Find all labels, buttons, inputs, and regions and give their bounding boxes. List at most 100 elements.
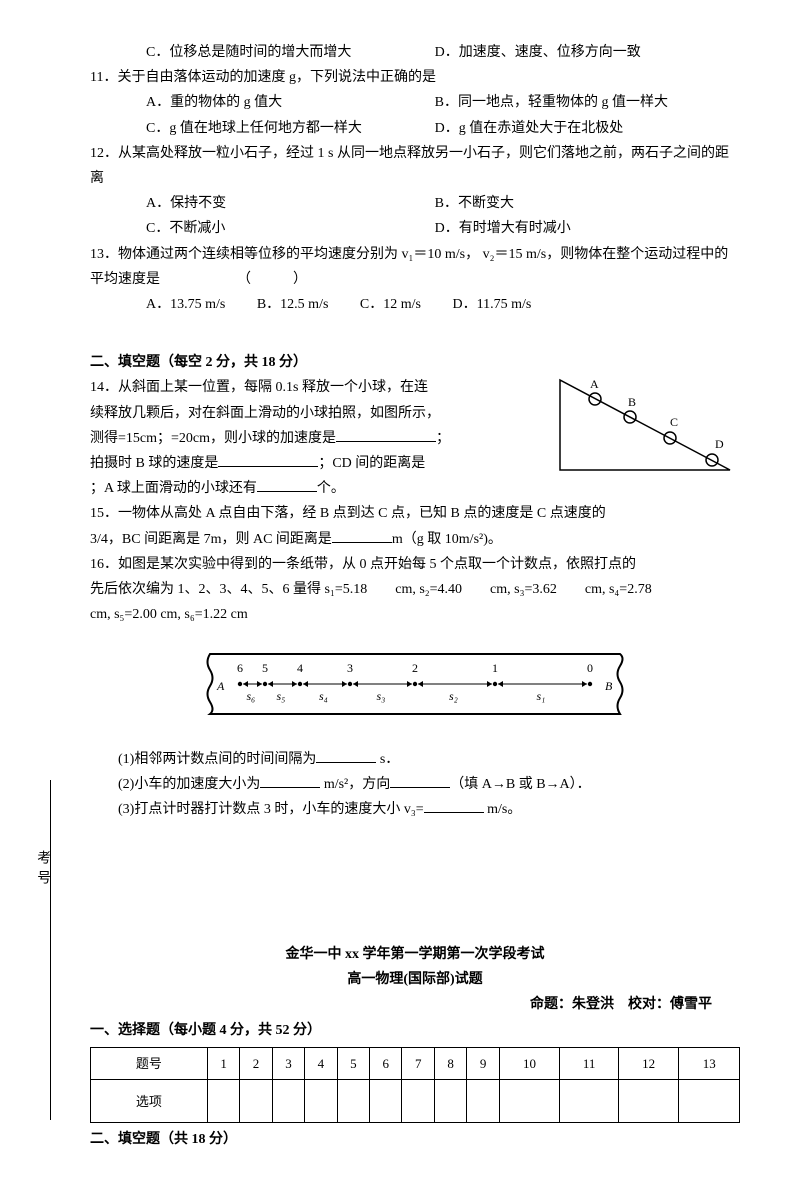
svg-text:s₆: s₆: [247, 689, 256, 703]
answer-table: 题号 12345678910111213 选项: [90, 1047, 740, 1123]
q11-opt-a: A．重的物体的 g 值大: [146, 90, 431, 115]
blank-field[interactable]: [336, 427, 436, 442]
footer-sec2: 二、填空题（共 18 分）: [90, 1127, 740, 1152]
q10-opt-d: D．加速度、速度、位移方向一致: [435, 40, 720, 65]
q12-opt-b: B．不断变大: [435, 191, 720, 216]
answer-cell[interactable]: [618, 1080, 679, 1123]
svg-text:3: 3: [347, 661, 353, 675]
q11-stem: 11．关于自由落体运动的加速度 g，下列说法中正确的是: [90, 65, 740, 90]
tri-label-a: A: [590, 377, 599, 391]
q11-opt-c: C．g 值在地球上任何地方都一样大: [146, 116, 431, 141]
q16-sub3: (3)打点计时器打计数点 3 时，小车的速度大小 v₃= m/s。: [90, 797, 740, 822]
q11-options-row1: A．重的物体的 g 值大 B．同一地点，轻重物体的 g 值一样大: [146, 90, 740, 115]
svg-text:s₂: s₂: [449, 689, 458, 703]
q16-sub3b: m/s。: [484, 802, 522, 817]
q11-options-row2: C．g 值在地球上任何地方都一样大 D．g 值在赤道处大于在北极处: [146, 116, 740, 141]
q12-opt-c: C．不断减小: [146, 216, 431, 241]
blank-field[interactable]: [260, 773, 320, 788]
blank-field[interactable]: [390, 773, 450, 788]
answer-cell[interactable]: [337, 1080, 369, 1123]
q12-opt-d: D．有时增大有时减小: [435, 216, 720, 241]
svg-text:4: 4: [297, 661, 303, 675]
q15-line2: 3/4，BC 间距离是 7m，则 AC 间距离是m（g 取 10m/s²)。: [90, 527, 740, 552]
answer-cell[interactable]: [402, 1080, 434, 1123]
q11-opt-b: B．同一地点，轻重物体的 g 值一样大: [435, 90, 720, 115]
svg-text:s₃: s₃: [377, 689, 386, 703]
answer-col-num: 13: [679, 1047, 740, 1079]
answer-cell[interactable]: [207, 1080, 239, 1123]
q16-sub2a: (2)小车的加速度大小为: [118, 777, 260, 792]
side-label: 考号: [30, 850, 55, 890]
footer-title2: 高一物理(国际部)试题: [90, 967, 740, 992]
q12-options-row1: A．保持不变 B．不断变大: [146, 191, 740, 216]
answer-col-num: 8: [434, 1047, 466, 1079]
tape-left: A: [216, 679, 225, 693]
answer-cell[interactable]: [467, 1080, 499, 1123]
blank-field[interactable]: [332, 528, 392, 543]
tri-label-d: D: [715, 437, 724, 451]
answer-cell[interactable]: [499, 1080, 560, 1123]
blank-field[interactable]: [424, 798, 484, 813]
q13-opt-b: B．12.5 m/s: [257, 292, 329, 317]
footer-author: 命题：朱登洪 校对：傅雪平: [90, 992, 740, 1017]
svg-text:s₅: s₅: [277, 689, 286, 703]
q16-line1: 16．如图是某次实验中得到的一条纸带，从 0 点开始每 5 个点取一个计数点，依…: [90, 552, 740, 577]
blank-field[interactable]: [218, 452, 318, 467]
answer-cell[interactable]: [370, 1080, 402, 1123]
q16-sub2c: （填 A→B 或 B→A）．: [450, 777, 590, 792]
q16-sub1a: (1)相邻两计数点间的时间间隔为: [118, 752, 316, 767]
answer-col-num: 9: [467, 1047, 499, 1079]
svg-text:0: 0: [587, 661, 593, 675]
q13-options: A．13.75 m/s B．12.5 m/s C．12 m/s D．11.75 …: [146, 292, 740, 317]
tape-figure: A B 65s₆4s₅3s₄2s₃1s₂0s₁: [90, 642, 740, 731]
svg-text:1: 1: [492, 661, 498, 675]
answer-col-num: 10: [499, 1047, 560, 1079]
q13-opt-d: D．11.75 m/s: [453, 292, 532, 317]
svg-text:s₄: s₄: [319, 689, 328, 703]
q15-line2a: 3/4，BC 间距离是 7m，则 AC 间距离是: [90, 532, 332, 547]
q13-opt-c: C．12 m/s: [360, 292, 421, 317]
triangle-figure: A B C D: [540, 370, 740, 489]
footer-sec1: 一、选择题（每小题 4 分，共 52 分）: [90, 1018, 740, 1043]
q16-line2: 先后依次编为 1、2、3、4、5、6 量得 s₁=5.18 cm, s₂=4.4…: [90, 577, 740, 602]
q14-line5b: 个。: [317, 481, 345, 496]
row-label-2: 选项: [91, 1080, 208, 1123]
q16-sub1b: s．: [376, 752, 399, 767]
q14-line4a: 拍摄时 B 球的速度是: [90, 456, 218, 471]
q13-stem: 13．物体通过两个连续相等位移的平均速度分别为 v₁＝10 m/s， v₂＝15…: [90, 242, 740, 292]
tri-label-b: B: [628, 395, 636, 409]
q15-line1: 15．一物体从高处 A 点自由下落，经 B 点到达 C 点，已知 B 点的速度是…: [90, 501, 740, 526]
answer-col-num: 2: [240, 1047, 272, 1079]
q10-opt-c: C．位移总是随时间的增大而增大: [146, 40, 431, 65]
q14-line5a: ；A 球上面滑动的小球还有: [90, 481, 257, 496]
answer-col-num: 6: [370, 1047, 402, 1079]
tape-right: B: [605, 679, 613, 693]
q12-options-row2: C．不断减小 D．有时增大有时减小: [146, 216, 740, 241]
q16-sub2b: m/s²，方向: [320, 777, 390, 792]
answer-cell[interactable]: [679, 1080, 740, 1123]
footer-title1: 金华一中 xx 学年第一学期第一次学段考试: [90, 942, 740, 967]
svg-text:6: 6: [237, 661, 243, 675]
answer-cell[interactable]: [272, 1080, 304, 1123]
blank-field[interactable]: [257, 477, 317, 492]
blank-field[interactable]: [316, 748, 376, 763]
answer-cell[interactable]: [240, 1080, 272, 1123]
row-label-1: 题号: [91, 1047, 208, 1079]
q12-stem: 12．从某高处释放一粒小石子，经过 1 s 从同一地点释放另一小石子，则它们落地…: [90, 141, 740, 191]
q13-opt-a: A．13.75 m/s: [146, 292, 225, 317]
q14-line3b: ；: [436, 431, 450, 446]
answer-cell[interactable]: [560, 1080, 619, 1123]
answer-col-num: 7: [402, 1047, 434, 1079]
answer-col-num: 3: [272, 1047, 304, 1079]
answer-col-num: 11: [560, 1047, 619, 1079]
answer-col-num: 4: [305, 1047, 337, 1079]
binding-line: [50, 780, 52, 1120]
answer-cell[interactable]: [434, 1080, 466, 1123]
svg-text:s₁: s₁: [537, 689, 546, 703]
answer-cell[interactable]: [305, 1080, 337, 1123]
q14-line4b: ；CD 间的距离是: [318, 456, 425, 471]
q16-sub1: (1)相邻两计数点间的时间间隔为 s．: [90, 747, 740, 772]
q16-line3: cm, s₅=2.00 cm, s₆=1.22 cm: [90, 602, 740, 627]
answer-col-num: 5: [337, 1047, 369, 1079]
svg-text:5: 5: [262, 661, 268, 675]
